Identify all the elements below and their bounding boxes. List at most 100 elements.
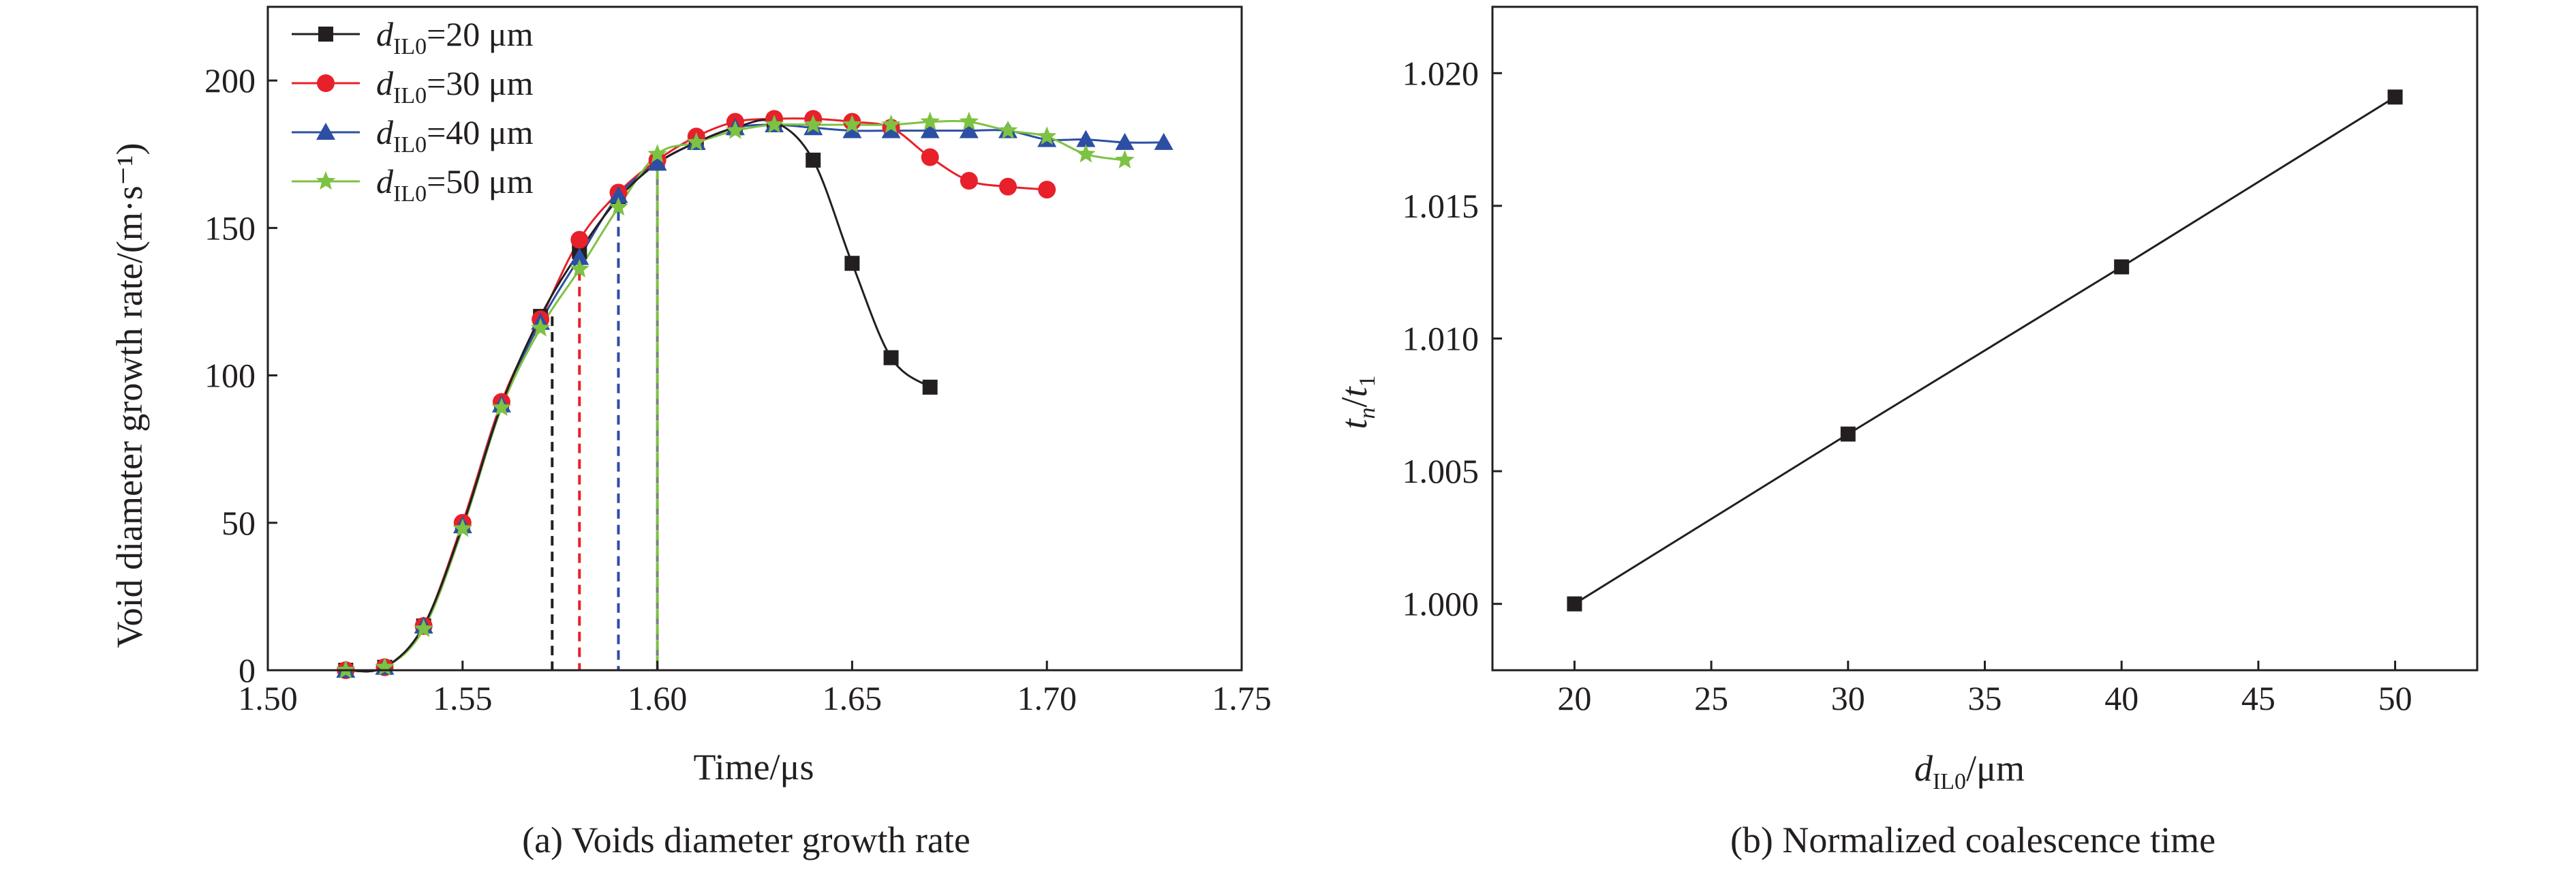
series-markers	[1567, 89, 2403, 612]
x-tick-label: 1.60	[628, 679, 688, 717]
data-point-series-4	[1115, 149, 1135, 168]
legend-marker-1	[318, 27, 333, 42]
data-point-series-4	[998, 120, 1018, 139]
data-point-series-2	[960, 172, 978, 190]
data-point-series-4	[842, 115, 862, 134]
legend-label-3: dIL0=40 μm	[376, 113, 534, 158]
y-axis-ticks: 0 50 100 150 200	[204, 61, 277, 689]
data-point-series-4	[1037, 126, 1057, 145]
x-tick-label: 1.75	[1212, 679, 1272, 717]
dashed-reference-lines	[551, 154, 659, 670]
data-point-series-3	[1154, 132, 1174, 150]
data-point-series-2	[1038, 181, 1056, 199]
y-axis-label: Void diameter growth rate/(m·s⁻¹)	[109, 143, 150, 648]
x-tick-label: 30	[1831, 679, 1865, 717]
panel-a-chart: 1.50 1.55 1.60 1.65 1.70 1.75 0 50 100 150 200 Ti…	[109, 5, 1272, 787]
legend-marker-2	[317, 74, 335, 92]
legend-label-4: dIL0=50 μm	[376, 162, 534, 207]
x-axis-ticks: 20 25 30 35 40 45 50	[1557, 661, 2412, 717]
y-tick-label: 100	[204, 357, 256, 395]
data-point-series-4	[414, 618, 433, 638]
y-tick-label: 0	[239, 651, 256, 689]
data-point-series-1	[844, 256, 860, 271]
y-tick-label: 1.015	[1402, 187, 1479, 225]
data-point-series-3	[959, 121, 979, 138]
panel-b-chart: 20 25 30 35 40 45 50 1.000 1.005 1.010 1.015 1.020…	[1334, 5, 2479, 794]
data-point-series-1	[806, 152, 821, 168]
x-tick-label: 35	[1968, 679, 2002, 717]
data-point	[2114, 259, 2130, 275]
y-tick-label: 1.005	[1402, 452, 1479, 490]
data-point-series-4	[686, 132, 706, 151]
x-tick-label: 25	[1694, 679, 1728, 717]
x-tick-label: 40	[2104, 679, 2138, 717]
y-tick-label: 1.000	[1402, 585, 1479, 623]
y-tick-label: 1.020	[1402, 54, 1479, 92]
y-tick-label: 150	[204, 209, 256, 247]
data-point-series-4	[920, 111, 940, 130]
caption-a: (a) Voids diameter growth rate	[522, 820, 970, 860]
data-point-series-4	[803, 115, 823, 134]
x-axis-label: dIL0/μm	[1914, 748, 2025, 794]
data-point-series-4	[530, 318, 551, 337]
x-label-var: d	[1914, 748, 1933, 789]
data-point	[1840, 426, 1856, 442]
y-tick-label: 200	[204, 61, 256, 100]
data-point-series-3	[1115, 132, 1135, 150]
data-point-series-1	[883, 350, 899, 365]
data-point-series-3	[647, 153, 667, 171]
legend-label-2: dIL0=30 μm	[376, 64, 534, 108]
y-tick-label: 1.010	[1402, 320, 1479, 358]
data-point-series-2	[921, 148, 939, 166]
y-label-num: t	[1334, 418, 1375, 430]
data-point-series-2	[570, 230, 589, 249]
series-lines	[1574, 96, 2396, 605]
x-tick-label: 50	[2378, 679, 2412, 717]
data-point-series-3	[842, 121, 862, 138]
legend-marker-4	[316, 171, 336, 190]
data-point-series-4	[609, 197, 628, 216]
y-label-num-sub: n	[1355, 408, 1380, 419]
data-point-series-4	[1076, 144, 1096, 163]
y-label-slash: /	[1334, 397, 1375, 407]
data-point-series-1	[922, 379, 938, 395]
x-axis-label: Time/μs	[693, 747, 814, 787]
data-point-series-4	[570, 258, 589, 278]
data-point-series-2	[999, 177, 1017, 196]
legend-marker-3	[316, 123, 335, 140]
data-point-series-4	[725, 120, 746, 139]
data-point-series-4	[764, 115, 784, 134]
data-point-series-3	[920, 121, 940, 138]
legend-label-1: dIL0=20 μm	[376, 15, 534, 59]
data-point-series-4	[647, 144, 667, 163]
y-label-den-sub: 1	[1355, 375, 1380, 387]
x-tick-label: 1.50	[238, 679, 298, 717]
caption-b: (b) Normalized coalescence time	[1730, 820, 2215, 860]
data-point-series-4	[453, 518, 473, 537]
x-tick-label: 20	[1557, 679, 1591, 717]
x-tick-label: 1.70	[1017, 679, 1077, 717]
data-point-series-4	[881, 115, 901, 134]
x-label-sub: IL0	[1933, 769, 1966, 794]
y-axis-ticks: 1.000 1.005 1.010 1.015 1.020	[1402, 54, 1502, 623]
x-tick-label: 1.65	[823, 679, 883, 717]
y-axis-label: tn/t1	[1334, 375, 1380, 429]
x-tick-label: 1.55	[433, 679, 493, 717]
x-axis-ticks: 1.50 1.55 1.60 1.65 1.70 1.75	[238, 661, 1272, 717]
y-tick-label: 50	[221, 504, 256, 542]
data-point-series-4	[959, 111, 979, 130]
data-point-series-4	[491, 397, 512, 417]
data-point-series-3	[570, 247, 589, 265]
data-point-series-3	[1076, 130, 1096, 147]
data-point	[1567, 596, 1582, 612]
series-line	[1574, 96, 2396, 605]
data-point-series-3	[609, 185, 628, 203]
panel-a-plot-frame	[266, 5, 1243, 672]
series-markers	[336, 110, 1174, 679]
data-point-series-4	[375, 657, 395, 676]
data-point-series-3	[881, 121, 901, 138]
data-point	[2387, 89, 2403, 105]
